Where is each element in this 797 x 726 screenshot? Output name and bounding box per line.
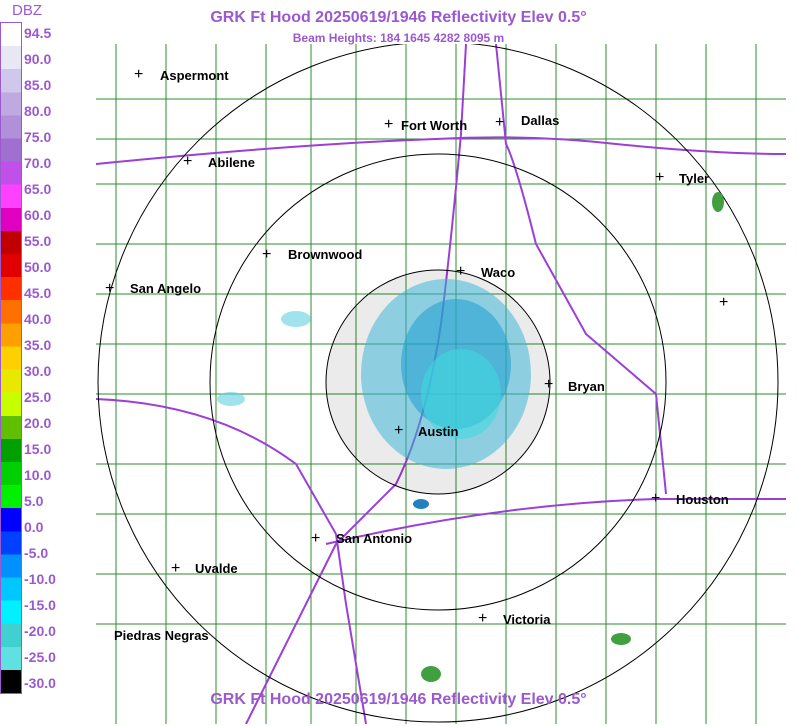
radar-map (96, 44, 786, 724)
city-waco: Waco (481, 265, 516, 280)
city-marker: + (183, 153, 193, 170)
legend-label: 30.0 (24, 363, 52, 379)
radar-title-bottom: GRK Ft Hood 20250619/1946 Reflectivity E… (210, 691, 587, 708)
legend-label: 65.0 (24, 181, 52, 197)
legend-label: 80.0 (24, 103, 52, 119)
legend-label: 55.0 (24, 233, 52, 249)
city-uvalde: Uvalde (195, 561, 238, 576)
city-austin: Austin (418, 424, 459, 439)
legend-label: 40.0 (24, 311, 52, 327)
legend-label: 50.0 (24, 259, 52, 275)
legend-title: DBZ (12, 2, 42, 19)
legend-label: 0.0 (24, 519, 44, 535)
city-san-antonio: San Antonio (336, 531, 413, 546)
city-marker: + (105, 280, 115, 297)
legend-label: -5.0 (24, 545, 49, 561)
city-marker: + (544, 376, 554, 393)
legend-label: 20.0 (24, 415, 52, 431)
legend-label: 85.0 (24, 77, 52, 93)
city-marker: + (478, 610, 488, 627)
legend-label: 35.0 (24, 337, 52, 353)
city-dallas: Dallas (521, 113, 560, 128)
city-fort-worth: Fort Worth (401, 118, 468, 133)
city-tyler: Tyler (679, 171, 710, 186)
city-victoria: Victoria (503, 612, 551, 627)
city-marker: + (655, 169, 665, 186)
city-marker: + (171, 560, 181, 577)
city-marker: + (719, 294, 729, 311)
city-marker: + (134, 66, 144, 83)
city-piedras-negras: Piedras Negras (114, 628, 209, 643)
city-marker: + (651, 490, 661, 507)
range-rings (97, 44, 779, 723)
city-bryan: Bryan (568, 379, 605, 394)
city-abilene: Abilene (208, 155, 255, 170)
legend-label: 25.0 (24, 389, 52, 405)
city-marker: + (384, 116, 394, 133)
legend-label: 90.0 (24, 51, 52, 67)
city-houston: Houston (676, 492, 729, 507)
city-marker: + (394, 422, 404, 439)
radar-title: GRK Ft Hood 20250619/1946 Reflectivity E… (210, 9, 587, 26)
city-marker: + (495, 114, 505, 131)
city-marker: + (262, 246, 272, 263)
legend-label: 70.0 (24, 155, 52, 171)
legend-label: -10.0 (24, 571, 56, 587)
legend-label: 15.0 (24, 441, 52, 457)
legend-label: 94.5 (24, 25, 52, 41)
legend-label: -25.0 (24, 649, 56, 665)
legend-label: 5.0 (24, 493, 44, 509)
legend-color-bar (0, 22, 22, 694)
city-marker: + (456, 263, 466, 280)
city-san-angelo: San Angelo (130, 281, 202, 296)
beam-heights: Beam Heights: 184 1645 4282 8095 m (292, 31, 505, 45)
legend-label: -20.0 (24, 623, 56, 639)
legend-label: 75.0 (24, 129, 52, 145)
legend-label: 45.0 (24, 285, 52, 301)
legend-label: 10.0 (24, 467, 52, 483)
city-marker: + (311, 530, 321, 547)
reflectivity-echoes (217, 192, 724, 682)
legend-label: -30.0 (24, 675, 56, 691)
legend-label: 60.0 (24, 207, 52, 223)
city-aspermont: Aspermont (160, 68, 229, 83)
legend-label: -15.0 (24, 597, 56, 613)
city-brownwood: Brownwood (288, 247, 363, 262)
